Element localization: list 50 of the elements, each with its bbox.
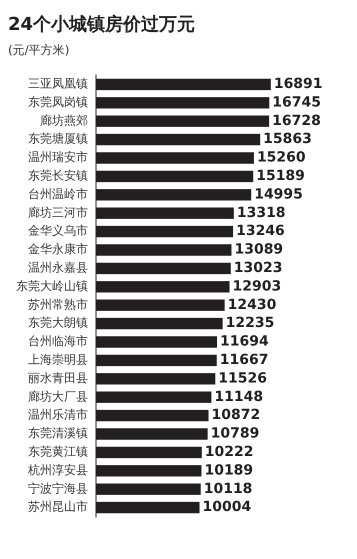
data-label: 10118 <box>204 480 252 497</box>
data-label: 10004 <box>202 499 252 516</box>
y-tick-label: 苏州常熟市 <box>28 297 88 312</box>
data-label: 15260 <box>256 150 306 166</box>
data-label: 14995 <box>254 186 303 202</box>
y-tick-label: 丽水青田县 <box>28 370 88 385</box>
data-label: 11526 <box>218 370 268 386</box>
y-tick-label: 东莞凤岗镇 <box>28 94 88 109</box>
data-label: 16891 <box>274 76 323 92</box>
y-tick-label: 东莞黄江镇 <box>28 444 88 459</box>
y-tick-label: 廊坊三河市 <box>28 205 88 220</box>
y-tick-label: 东莞大朗镇 <box>28 316 88 330</box>
y-tick-label: 金华永康市 <box>28 242 88 256</box>
data-label: 16745 <box>272 94 322 110</box>
y-tick-label: 苏州昆山市 <box>28 500 88 514</box>
y-tick-label: 温州永嘉县 <box>28 260 88 275</box>
data-label: 13023 <box>234 260 283 276</box>
y-tick-label: 温州瑞安市 <box>28 150 88 164</box>
data-label: 10189 <box>204 462 254 478</box>
data-label: 15189 <box>256 168 305 184</box>
y-tick-label: 东莞大岭山镇 <box>16 278 88 293</box>
data-label: 11694 <box>220 334 269 350</box>
data-label: 13318 <box>236 204 286 221</box>
data-label: 12235 <box>226 315 274 332</box>
y-tick-label: 台州临海市 <box>28 334 88 348</box>
y-tick-label: 金华义乌市 <box>28 224 88 238</box>
y-tick-label: 三亚凤凰镇 <box>28 76 88 91</box>
data-label: 16728 <box>272 112 321 129</box>
y-tick-label: 温州乐清市 <box>28 408 88 422</box>
data-label: 10872 <box>212 407 260 424</box>
data-label: 10222 <box>204 444 254 460</box>
data-label: 13246 <box>236 223 285 240</box>
data-label: 10789 <box>210 426 260 442</box>
y-tick-label: 廊坊大厂县 <box>28 389 88 404</box>
data-label: 15863 <box>263 131 312 148</box>
y-tick-label: 东莞清溪镇 <box>28 426 88 440</box>
y-tick-label: 台州温岭市 <box>28 186 88 201</box>
data-label: 11667 <box>220 352 268 368</box>
y-tick-label: 宁波宁海县 <box>28 481 88 496</box>
data-label: 12430 <box>228 296 277 313</box>
y-tick-label: 上海崇明县 <box>28 352 88 367</box>
y-tick-label: 东莞长安镇 <box>28 168 88 183</box>
data-label: 12903 <box>232 278 282 294</box>
y-tick-label: 廊坊燕郊 <box>40 113 88 128</box>
data-label: 13089 <box>234 242 284 258</box>
chart-title: 24个小城镇房价过万元 <box>8 13 196 36</box>
y-tick-label: 东莞塘厦镇 <box>28 132 88 146</box>
y-tick-label: 杭州淳安县 <box>27 462 88 477</box>
chart-subtitle: (元/平方米) <box>8 42 70 59</box>
data-label: 11148 <box>214 388 264 405</box>
